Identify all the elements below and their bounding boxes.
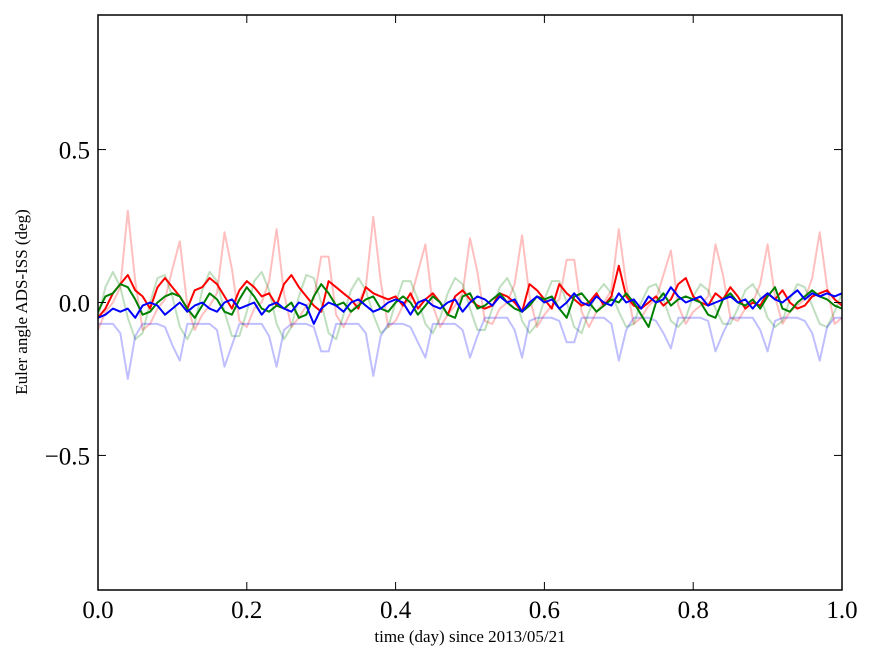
- series-line-3: [98, 316, 842, 380]
- y-tick-label: 0.5: [59, 138, 90, 165]
- x-tick-label: 0.6: [529, 597, 560, 624]
- ticks-layer: 0.0 0.2 0.4 0.6 0.8 1.0 −0.5 0.0 0.5: [45, 15, 858, 624]
- x-tick-label: 0.2: [231, 597, 262, 624]
- y-axis-label: Euler angle ADS-ISS (deg): [12, 209, 31, 395]
- x-tick-label: 1.0: [826, 597, 857, 624]
- y-tick-label: −0.5: [45, 443, 90, 470]
- series-line-4: [98, 264, 842, 319]
- x-tick-label: 0.4: [380, 597, 412, 624]
- series-line-6: [98, 286, 842, 325]
- x-tick-label: 0.0: [82, 597, 113, 624]
- series-line-1: [98, 209, 842, 331]
- x-axis-label: time (day) since 2013/05/21: [374, 627, 565, 646]
- x-tick-label: 0.8: [678, 597, 709, 624]
- series-layer: [98, 209, 842, 380]
- series-line-5: [98, 283, 842, 328]
- y-tick-label: 0.0: [59, 291, 90, 318]
